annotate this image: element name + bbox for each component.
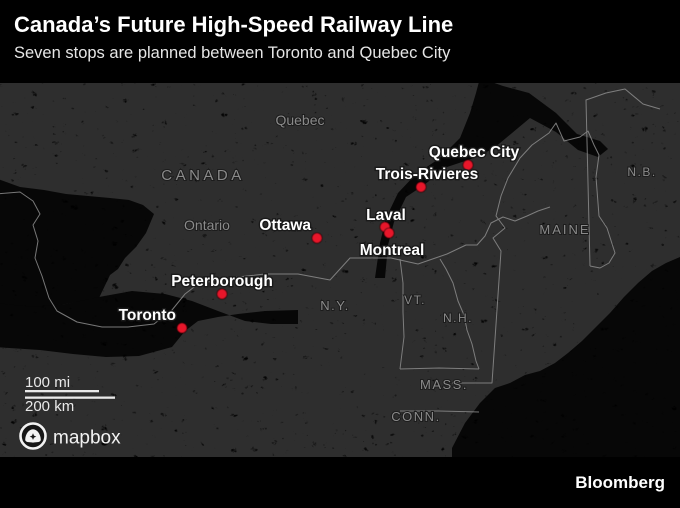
svg-text:CONN.: CONN. [391, 409, 440, 424]
svg-text:VT.: VT. [404, 293, 426, 307]
svg-text:Quebec: Quebec [275, 112, 324, 128]
svg-text:N.B.: N.B. [627, 165, 656, 179]
svg-text:100 mi: 100 mi [25, 374, 70, 391]
svg-text:CANADA: CANADA [161, 167, 245, 184]
svg-text:MAINE: MAINE [539, 222, 590, 237]
svg-text:Laval: Laval [366, 207, 406, 224]
svg-text:Quebec City: Quebec City [429, 144, 520, 161]
svg-text:200 km: 200 km [25, 398, 74, 415]
svg-text:N.Y.: N.Y. [320, 298, 350, 313]
svg-text:mapbox: mapbox [53, 428, 121, 449]
svg-text:Montreal: Montreal [360, 242, 425, 259]
svg-text:Peterborough: Peterborough [171, 273, 273, 290]
svg-text:MASS.: MASS. [420, 377, 468, 392]
svg-text:Toronto: Toronto [119, 307, 176, 324]
svg-text:Trois-Rivieres: Trois-Rivieres [376, 166, 479, 183]
svg-text:N.H.: N.H. [443, 311, 473, 325]
svg-text:Ottawa: Ottawa [259, 217, 311, 234]
svg-text:Ontario: Ontario [184, 217, 230, 233]
